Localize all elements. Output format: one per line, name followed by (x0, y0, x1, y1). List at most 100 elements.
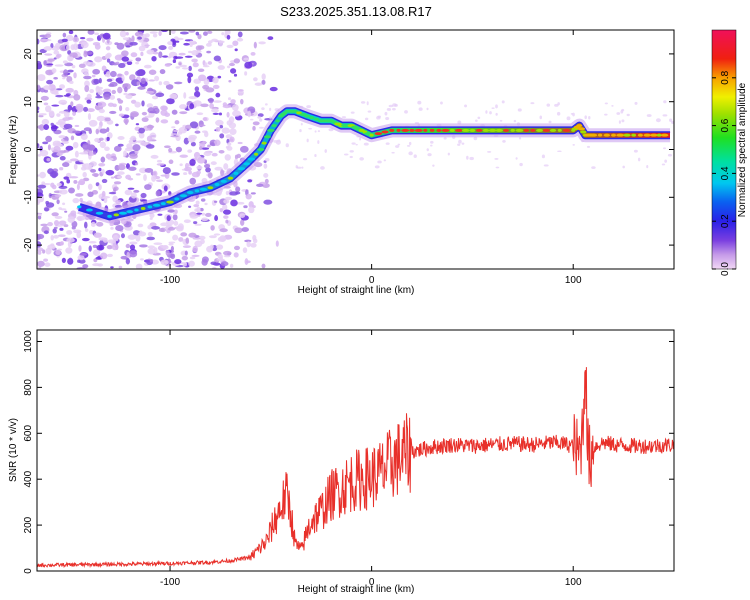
noise-dot (37, 60, 42, 66)
noise-dot (127, 234, 137, 240)
noise-dot (135, 57, 142, 62)
noise-dot (543, 164, 549, 167)
noise-dot (96, 86, 104, 90)
noise-dot (98, 137, 104, 141)
noise-dot (103, 197, 108, 204)
noise-dot (39, 145, 43, 152)
noise-dot (117, 79, 124, 84)
noise-dot (37, 84, 41, 90)
ridge-blob (461, 128, 470, 132)
noise-dot (126, 251, 130, 258)
noise-dot (101, 168, 105, 174)
noise-dot (264, 103, 268, 106)
noise-dot (222, 203, 228, 211)
noise-dot (663, 100, 667, 104)
noise-dot (69, 158, 79, 162)
noise-dot (502, 139, 506, 143)
ridge-blob (401, 128, 410, 132)
noise-dot (117, 73, 122, 77)
noise-dot (236, 153, 241, 159)
noise-dot (264, 158, 270, 162)
noise-dot (62, 117, 71, 121)
noise-dot (222, 209, 232, 215)
noise-dot (495, 112, 498, 116)
noise-dot (240, 98, 244, 105)
noise-dot (257, 113, 264, 118)
noise-dot (201, 217, 209, 222)
noise-dot (70, 210, 77, 217)
noise-dot (499, 119, 503, 122)
noise-dot (518, 137, 522, 140)
noise-dot (172, 38, 176, 46)
noise-dot (243, 205, 248, 209)
noise-dot (107, 102, 114, 107)
noise-dot (250, 118, 254, 121)
noise-dot (184, 55, 193, 58)
noise-dot (88, 119, 98, 127)
noise-dot (68, 56, 74, 62)
noise-dot (162, 55, 169, 58)
noise-dot (188, 232, 197, 238)
noise-dot (163, 185, 168, 192)
noise-dot (59, 227, 64, 231)
ridge-blob (257, 148, 265, 151)
noise-dot (84, 85, 90, 93)
noise-dot (98, 163, 106, 167)
noise-dot (661, 163, 666, 166)
noise-dot (174, 259, 182, 265)
bottom-y-tick-label: 600 (23, 425, 34, 442)
noise-dot (157, 213, 163, 216)
noise-dot (234, 48, 238, 52)
noise-dot (82, 143, 91, 150)
noise-dot (226, 44, 234, 49)
noise-dot (406, 144, 411, 147)
ridge-blob (515, 128, 524, 132)
noise-dot (404, 110, 408, 114)
noise-dot (341, 116, 347, 119)
noise-dot (94, 32, 100, 36)
noise-dot (155, 190, 161, 197)
noise-dot (226, 111, 230, 118)
noise-dot (195, 45, 203, 51)
noise-dot (395, 145, 400, 148)
noise-dot (44, 33, 52, 39)
noise-dot (83, 75, 92, 80)
noise-dot (267, 36, 274, 40)
ridge-blob (455, 128, 463, 132)
noise-dot (591, 166, 596, 169)
noise-dot (235, 186, 241, 193)
noise-dot (117, 175, 123, 179)
noise-dot (111, 89, 117, 95)
noise-dot (76, 183, 80, 191)
ridge-blob (650, 133, 658, 137)
colorbar-tick-label: 0.4 (720, 166, 731, 180)
noise-dot (180, 232, 188, 237)
noise-dot (56, 182, 62, 187)
noise-dot (137, 223, 144, 228)
noise-dot (227, 97, 232, 101)
noise-dot (163, 80, 170, 86)
noise-dot (77, 254, 85, 261)
noise-dot (125, 32, 129, 36)
noise-dot (87, 113, 92, 120)
noise-dot (246, 241, 251, 248)
noise-dot (67, 216, 75, 223)
noise-dot (53, 226, 58, 230)
noise-dot (137, 36, 142, 40)
noise-dot (300, 122, 303, 126)
noise-dot (98, 108, 105, 114)
ridge-blob (304, 114, 311, 118)
noise-dot (179, 163, 183, 167)
noise-dot (73, 72, 77, 79)
noise-dot (273, 139, 279, 143)
noise-dot (243, 57, 250, 61)
noise-dot (72, 36, 80, 43)
noise-dot (65, 145, 74, 151)
noise-dot (37, 110, 40, 113)
noise-dot (220, 261, 229, 267)
noise-dot (73, 94, 81, 101)
noise-dot (475, 119, 478, 122)
noise-dot (37, 201, 40, 205)
noise-dot (106, 78, 113, 82)
noise-dot (99, 128, 108, 134)
